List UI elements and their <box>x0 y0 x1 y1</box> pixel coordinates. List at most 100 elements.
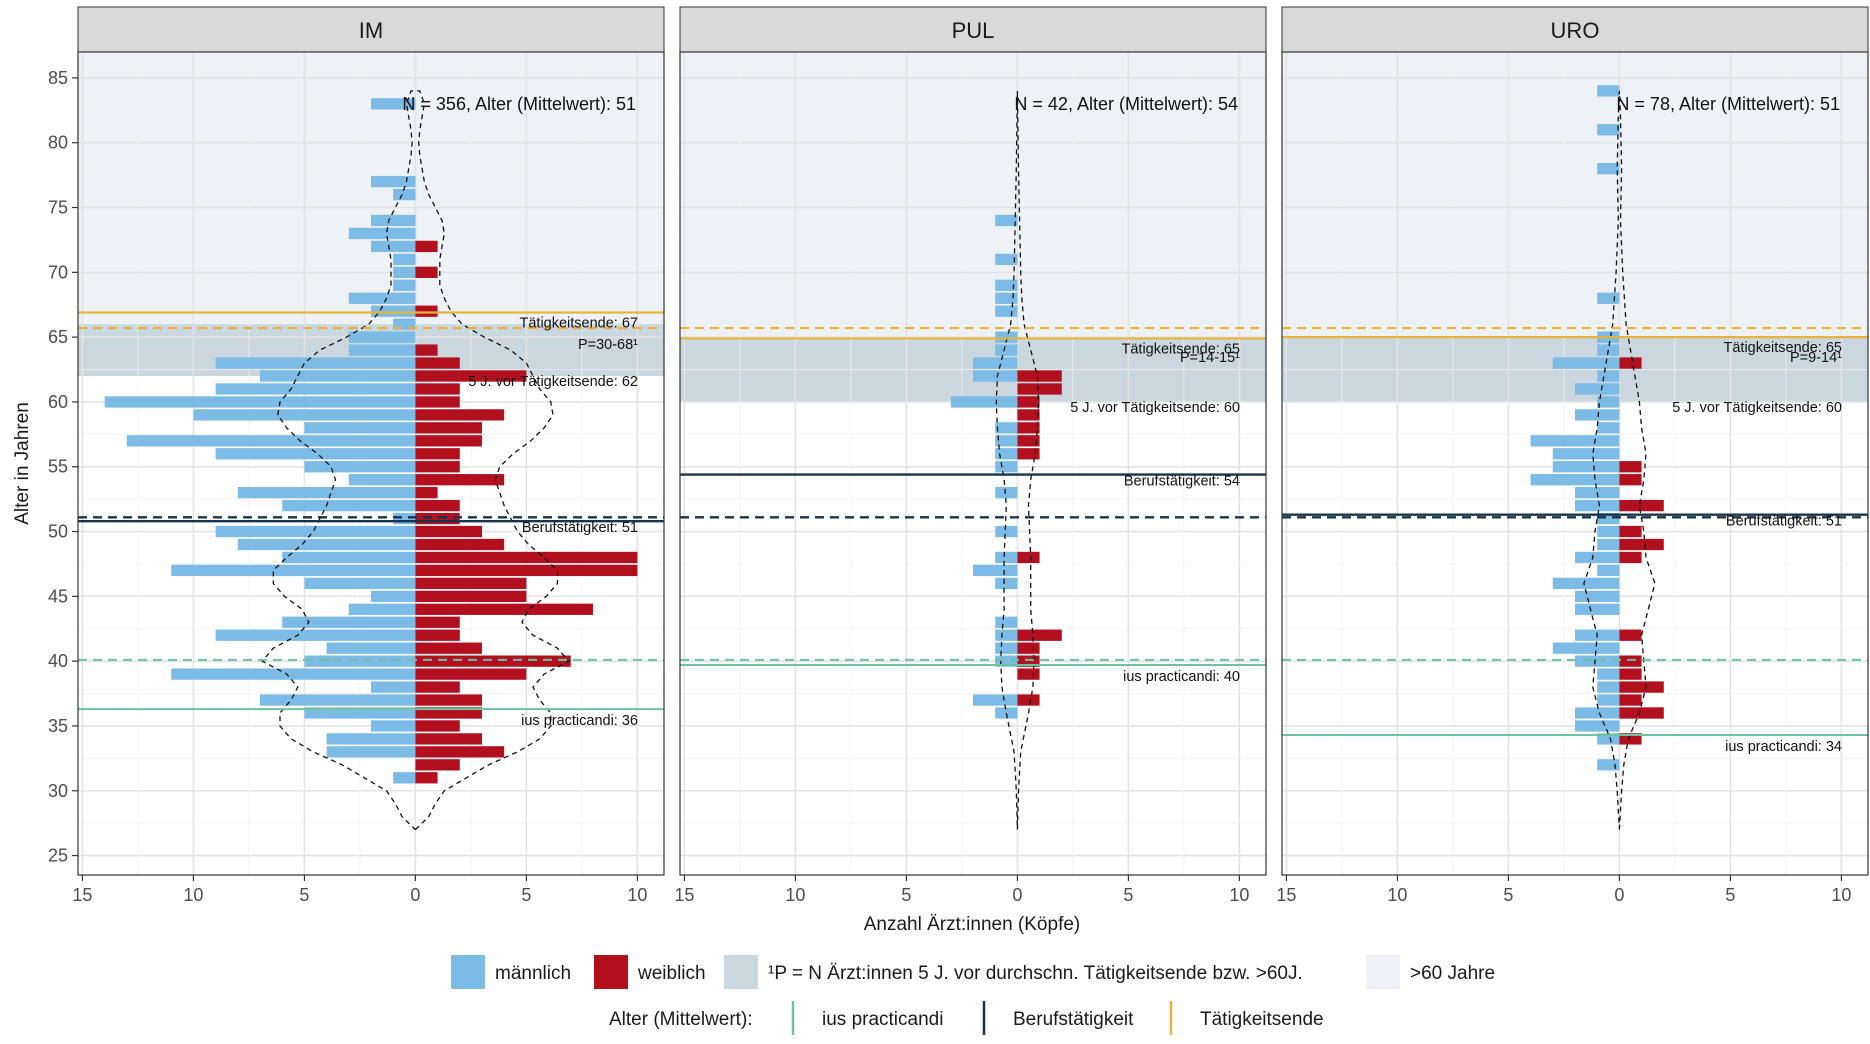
bar-maennlich <box>995 461 1018 473</box>
bar-maennlich <box>1552 448 1620 460</box>
bar-maennlich <box>995 525 1018 538</box>
bar-maennlich <box>348 344 416 356</box>
bar-weiblich <box>1619 461 1642 473</box>
bar-maennlich <box>393 266 416 278</box>
panel-border <box>77 51 665 876</box>
bar-weiblich <box>415 681 460 693</box>
bar-maennlich <box>326 733 416 745</box>
bar-maennlich <box>995 642 1018 654</box>
over60-band <box>78 52 664 325</box>
bar-weiblich <box>1619 474 1642 486</box>
bar-maennlich <box>995 214 1018 227</box>
bar-weiblich <box>1017 396 1040 408</box>
label-taetigkeitsende: Tätigkeitsende: 65 <box>1724 340 1843 356</box>
bar-weiblich <box>415 772 438 784</box>
label-taetigkeitsende: Tätigkeitsende: 65 <box>1122 341 1241 357</box>
panel-border <box>1281 51 1869 876</box>
bar-weiblich <box>1017 694 1040 706</box>
panel-title: PUL <box>952 18 995 43</box>
bar-maennlich <box>995 344 1018 356</box>
panel-title: URO <box>1551 18 1600 43</box>
bar-weiblich <box>415 590 527 602</box>
bar-maennlich <box>371 681 416 693</box>
bar-weiblich <box>1619 733 1642 745</box>
bar-maennlich <box>304 707 416 719</box>
bar-maennlich <box>171 564 416 577</box>
bar-weiblich <box>415 461 460 473</box>
bar-maennlich <box>1552 577 1620 590</box>
y-tick-label: 45 <box>48 586 68 606</box>
bar-maennlich <box>215 629 416 641</box>
bar-weiblich <box>1619 538 1664 551</box>
bar-maennlich <box>237 487 416 499</box>
bar-weiblich <box>1017 551 1040 564</box>
x-tick-label: 10 <box>183 885 203 905</box>
bar-maennlich <box>1575 383 1620 395</box>
bar-maennlich <box>995 577 1018 590</box>
bar-maennlich <box>348 292 416 304</box>
bar-maennlich <box>371 98 416 110</box>
y-tick-label: 25 <box>48 846 68 866</box>
bar-weiblich <box>415 746 505 758</box>
bar-weiblich <box>415 487 438 499</box>
bar-maennlich <box>950 396 1018 408</box>
bar-maennlich <box>1597 694 1620 706</box>
label-p: P=14-15¹ <box>1180 350 1240 366</box>
density-outline <box>1583 90 1656 830</box>
bar-weiblich <box>415 305 438 317</box>
legend: männlich weiblich ¹P = N Ärzt:innen 5 J. v… <box>451 955 1495 1035</box>
bar-maennlich <box>1575 603 1620 615</box>
bar-maennlich <box>1575 590 1620 602</box>
bar-maennlich <box>304 422 416 434</box>
bar-maennlich <box>371 240 416 253</box>
bar-maennlich <box>260 694 416 706</box>
bar-weiblich <box>1017 422 1040 434</box>
bar-maennlich <box>371 175 416 188</box>
bar-maennlich <box>995 331 1018 343</box>
density-outline <box>261 90 570 831</box>
bar-weiblich <box>1619 694 1642 706</box>
bar-maennlich <box>1597 538 1620 551</box>
bar-maennlich <box>393 279 416 291</box>
bar-maennlich <box>1530 474 1620 486</box>
bar-maennlich <box>104 396 416 408</box>
panel-strip <box>679 6 1267 53</box>
panel-summary: N = 356, Alter (Mittelwert): 51 <box>402 94 636 114</box>
bar-weiblich <box>415 733 482 745</box>
y-tick-label: 75 <box>48 198 68 218</box>
panel-border <box>679 51 1267 876</box>
bar-maennlich <box>1597 370 1620 382</box>
bar-maennlich <box>1597 512 1620 525</box>
y-tick-label: 60 <box>48 392 68 412</box>
bar-maennlich <box>393 512 416 525</box>
x-tick-label: 5 <box>1503 885 1513 905</box>
bar-maennlich <box>393 772 416 784</box>
x-tick-label: 5 <box>521 885 531 905</box>
bar-maennlich <box>995 422 1018 434</box>
y-tick-label: 65 <box>48 327 68 347</box>
label-berufstaetigkeit: Berufstätigkeit: 54 <box>1124 474 1240 490</box>
bar-weiblich <box>415 370 527 382</box>
bar-maennlich <box>348 227 416 240</box>
bar-weiblich <box>1619 655 1642 667</box>
bar-weiblich <box>415 707 482 719</box>
bar-weiblich <box>415 616 460 628</box>
y-tick-label: 35 <box>48 716 68 736</box>
x-tick-label: 0 <box>1614 885 1624 905</box>
bar-weiblich <box>415 409 505 421</box>
bar-maennlich <box>995 305 1018 317</box>
x-axis-title: Anzahl Ärzt:innen (Köpfe) <box>864 914 1081 935</box>
label-ius-practicandi: ius practicandi: 34 <box>1725 739 1842 755</box>
bar-maennlich <box>1575 720 1620 732</box>
bar-weiblich <box>415 435 482 447</box>
bar-maennlich <box>995 448 1018 460</box>
panel-strip <box>77 6 665 53</box>
legend-label-weiblich: weiblich <box>637 963 706 984</box>
legend-swatch-maennlich <box>451 955 485 989</box>
legend-label-over60_band: >60 Jahre <box>1410 963 1495 984</box>
legend-swatch-over60_band <box>1366 955 1400 989</box>
bar-maennlich <box>1552 642 1620 654</box>
bar-maennlich <box>973 370 1018 382</box>
bar-maennlich <box>973 694 1018 706</box>
x-tick-label: 5 <box>901 885 911 905</box>
